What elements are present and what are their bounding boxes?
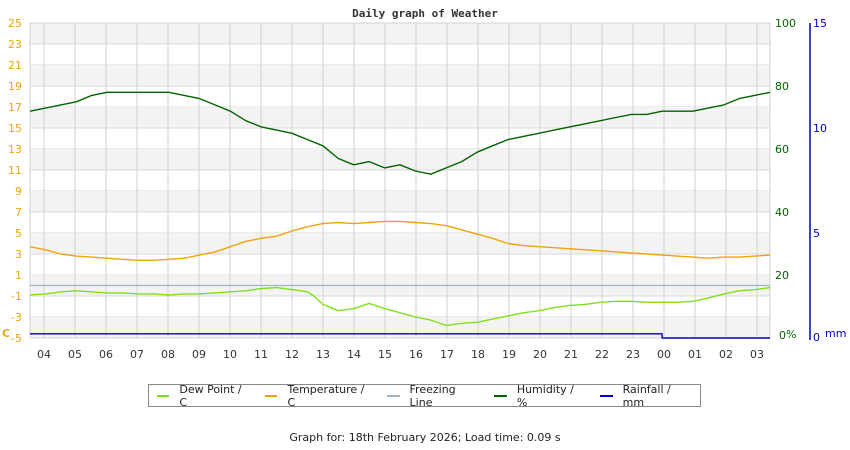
humidity-tick-label: 80 bbox=[775, 80, 789, 93]
temperature-tick-label: 25 bbox=[8, 17, 22, 30]
legend-label: Humidity / % bbox=[516, 382, 574, 409]
temperature-tick-label: 5 bbox=[15, 227, 22, 240]
x-tick-label: 03 bbox=[750, 348, 764, 361]
x-tick-label: 17 bbox=[440, 348, 454, 361]
temperature-swatch-icon bbox=[265, 394, 278, 397]
x-tick-label: 18 bbox=[471, 348, 485, 361]
legend-item-freezing-line: Freezing Line bbox=[387, 383, 478, 409]
series-line bbox=[29, 220, 771, 261]
time-axis: 04 05 06 07 08 09 10 11 12 13 14 15 16 17 18 19 20 21 22 23… bbox=[37, 348, 764, 361]
x-tick-label: 01 bbox=[688, 348, 702, 361]
rainfall-axis: 15 10 5 0 mm bbox=[809, 17, 846, 344]
legend-label: Dew Point / C bbox=[179, 382, 242, 409]
x-tick-label: 13 bbox=[316, 348, 330, 361]
freezing-line-swatch-icon bbox=[387, 394, 400, 397]
temperature-tick-label: 1 bbox=[15, 269, 22, 282]
temperature-tick-label: 21 bbox=[8, 59, 22, 72]
dew-point-swatch-icon bbox=[157, 394, 170, 397]
temperature-tick-label: 3 bbox=[15, 248, 22, 261]
x-tick-label: 16 bbox=[409, 348, 423, 361]
series-line bbox=[29, 91, 771, 175]
x-tick-label: 08 bbox=[161, 348, 175, 361]
x-tick-label: 09 bbox=[192, 348, 206, 361]
temperature-tick-label: 13 bbox=[8, 143, 22, 156]
x-tick-label: 21 bbox=[564, 348, 578, 361]
legend-item-humidity: Humidity / % bbox=[494, 383, 584, 409]
legend-item-temperature: Temperature / C bbox=[265, 383, 371, 409]
temperature-tick-label: 15 bbox=[8, 122, 22, 135]
humidity-unit-label: % bbox=[786, 328, 796, 341]
temperature-tick-label: 17 bbox=[8, 101, 22, 114]
temperature-tick-label: 9 bbox=[15, 185, 22, 198]
footer-status: Graph for: 18th February 2026; Load time… bbox=[289, 431, 561, 444]
temperature-tick-label: -1 bbox=[11, 290, 22, 303]
humidity-axis: 100 80 60 40 20 0% bbox=[775, 17, 796, 342]
chart-title: Daily graph of Weather bbox=[352, 7, 498, 20]
temperature-tick-label: 23 bbox=[8, 38, 22, 51]
humidity-tick-label: 100 bbox=[775, 17, 796, 30]
x-tick-label: 00 bbox=[657, 348, 671, 361]
x-tick-label: 07 bbox=[130, 348, 144, 361]
x-tick-label: 20 bbox=[533, 348, 547, 361]
x-tick-label: 15 bbox=[378, 348, 392, 361]
legend-label: Freezing Line bbox=[409, 382, 456, 409]
rainfall-tick-label: 0 bbox=[813, 331, 820, 344]
rainfall-swatch-icon bbox=[600, 394, 613, 397]
series-line bbox=[30, 333, 770, 339]
legend-item-dew-point: Dew Point / C bbox=[157, 383, 249, 409]
temperature-tick-label: -5 bbox=[11, 332, 22, 345]
data-series bbox=[29, 91, 771, 339]
temperature-unit-label: C bbox=[2, 327, 10, 340]
temperature-tick-label: 11 bbox=[8, 164, 22, 177]
x-tick-label: 14 bbox=[347, 348, 361, 361]
humidity-swatch-icon bbox=[494, 394, 507, 397]
x-tick-label: 10 bbox=[223, 348, 237, 361]
temperature-axis: 25 23 21 19 17 15 13 11 9 7 5 3 1 -1 -3 -5C bbox=[2, 17, 22, 345]
temperature-tick-label: 19 bbox=[8, 80, 22, 93]
chart-legend: Dew Point / C Temperature / C Freezing L… bbox=[148, 383, 701, 409]
x-tick-label: 19 bbox=[502, 348, 516, 361]
legend-label: Temperature / C bbox=[287, 382, 365, 409]
legend-item-rainfall: Rainfall / mm bbox=[600, 383, 692, 409]
humidity-tick-label: 40 bbox=[775, 206, 789, 219]
humidity-tick-label: 60 bbox=[775, 143, 789, 156]
x-tick-label: 23 bbox=[626, 348, 640, 361]
x-tick-label: 05 bbox=[68, 348, 82, 361]
x-tick-label: 06 bbox=[99, 348, 113, 361]
grid-bands bbox=[29, 22, 771, 339]
series-line bbox=[29, 286, 771, 327]
rainfall-tick-label: 10 bbox=[813, 122, 827, 135]
x-tick-label: 22 bbox=[595, 348, 609, 361]
x-tick-label: 04 bbox=[37, 348, 51, 361]
weather-chart: Daily graph of Weather 25232119171513119… bbox=[2, 7, 846, 361]
x-tick-label: 11 bbox=[254, 348, 268, 361]
temperature-tick-label: -3 bbox=[11, 311, 22, 324]
rainfall-tick-label: 5 bbox=[813, 227, 820, 240]
rainfall-tick-label: 15 bbox=[813, 17, 827, 30]
x-tick-label: 12 bbox=[285, 348, 299, 361]
humidity-tick-label: 0 bbox=[779, 329, 786, 342]
legend-label: Rainfall / mm bbox=[622, 382, 671, 409]
humidity-tick-label: 20 bbox=[775, 269, 789, 282]
rainfall-unit-label: mm bbox=[825, 327, 846, 340]
x-tick-label: 02 bbox=[719, 348, 733, 361]
temperature-tick-label: 7 bbox=[15, 206, 22, 219]
